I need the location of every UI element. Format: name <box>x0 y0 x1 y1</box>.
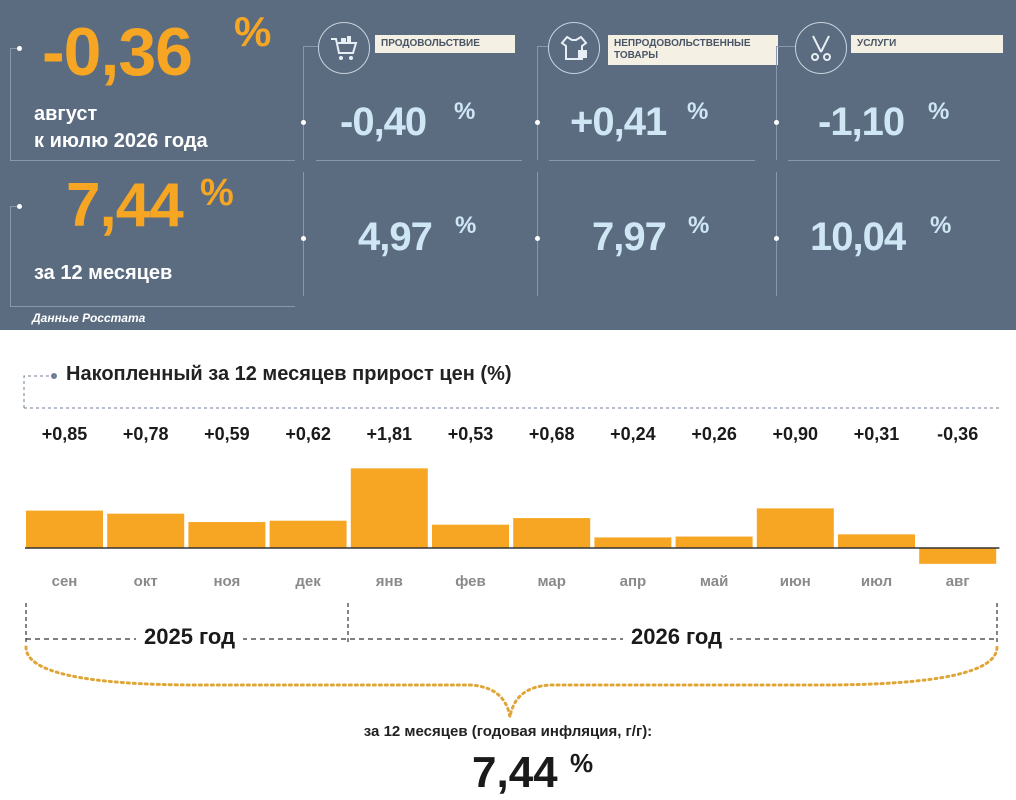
frame-line <box>10 48 11 160</box>
tick-label-дек: дек <box>295 573 321 590</box>
data-label-июн: +0,90 <box>773 424 819 444</box>
frame-line <box>316 160 522 161</box>
annual-inflation-value: 7,44 <box>472 748 558 797</box>
nonfood-annual-value: 7,97 <box>592 215 667 259</box>
services-monthly-value: -1,10 <box>818 100 905 144</box>
frame-line <box>10 206 20 207</box>
services-annual-value: 10,04 <box>810 215 906 259</box>
clothing-icon <box>548 22 600 74</box>
food-annual-unit: % <box>455 212 477 239</box>
category-label-nonfood: НЕПРОДОВОЛЬСТВЕННЫЕ ТОВАРЫ <box>608 35 778 65</box>
bar-июл <box>838 534 915 548</box>
tick-label-май: май <box>700 573 728 590</box>
tick-label-авг: авг <box>946 573 970 590</box>
bar-дек <box>269 520 347 548</box>
category-label-food: ПРОДОВОЛЬСТВИЕ <box>375 35 515 53</box>
frame-line <box>10 160 295 161</box>
bullet-dot <box>17 204 22 209</box>
bullet-dot <box>535 120 540 125</box>
scissors-tools-icon <box>795 22 847 74</box>
bullet-dot <box>774 236 779 241</box>
bar-апр <box>594 537 672 548</box>
monthly-change-unit: % <box>234 8 272 55</box>
frame-line <box>303 172 304 296</box>
bullet-dot <box>17 46 22 51</box>
title-connector <box>23 373 1000 409</box>
year-label-2026: 2026 год <box>623 624 731 650</box>
food-monthly-value: -0,40 <box>340 100 427 144</box>
bar-окт <box>107 513 185 548</box>
monthly-period-label: август <box>34 103 98 125</box>
frame-line <box>303 46 318 47</box>
data-label-дек: +0,62 <box>285 424 331 444</box>
data-label-май: +0,26 <box>691 424 737 444</box>
data-source: Данные Росстата <box>32 311 146 325</box>
bullet-dot <box>774 120 779 125</box>
category-label-services: УСЛУГИ <box>851 35 1003 53</box>
tick-label-фев: фев <box>455 573 486 590</box>
data-label-авг: -0,36 <box>937 424 978 444</box>
frame-line <box>549 160 755 161</box>
year-bracket <box>24 603 999 718</box>
bullet-dot <box>301 120 306 125</box>
nonfood-monthly-unit: % <box>687 98 709 125</box>
tick-label-июл: июл <box>861 573 892 590</box>
frame-line <box>537 172 538 296</box>
bar-ноя <box>188 522 266 548</box>
tick-label-июн: июн <box>780 573 811 590</box>
bar-chart: +0,85 сен +0,78 окт +0,59 ноя +0,62 дек +1,81 янв… <box>25 424 1000 590</box>
tick-label-янв: янв <box>376 573 403 590</box>
frame-line <box>10 306 295 307</box>
summary-panel: -0,36 % август к июлю 2026 года 7,44 % з… <box>0 0 1016 330</box>
monthly-change-value: -0,36 <box>42 14 193 90</box>
chart-title: Накопленный за 12 месяцев прирост цен (%… <box>66 363 512 385</box>
nonfood-monthly-value: +0,41 <box>570 100 667 144</box>
food-monthly-unit: % <box>454 98 476 125</box>
data-label-сен: +0,85 <box>42 424 88 444</box>
nonfood-annual-unit: % <box>688 212 710 239</box>
bar-фев <box>432 524 509 548</box>
tick-label-апр: апр <box>620 573 647 590</box>
data-label-окт: +0,78 <box>123 424 169 444</box>
annual-inflation-label: за 12 месяцев (годовая инфляция, г/г): <box>363 723 653 740</box>
annual-change-unit: % <box>200 172 234 214</box>
frame-line <box>776 46 777 160</box>
data-label-июл: +0,31 <box>854 424 900 444</box>
bar-сен <box>26 510 103 548</box>
tick-label-ноя: ноя <box>214 573 241 590</box>
monthly-period-label-2: к июлю 2026 года <box>34 130 208 152</box>
frame-line <box>776 46 795 47</box>
annual-change-value: 7,44 <box>66 171 184 240</box>
frame-line <box>10 206 11 306</box>
bar-июн <box>756 508 834 548</box>
data-label-янв: +1,81 <box>367 424 413 444</box>
bar-авг <box>919 548 997 564</box>
food-annual-value: 4,97 <box>358 215 433 259</box>
frame-line <box>10 48 20 49</box>
frame-line <box>788 160 1000 161</box>
year-label-2025: 2025 год <box>136 624 244 650</box>
frame-line <box>537 46 538 160</box>
bullet-dot <box>535 236 540 241</box>
tick-label-мар: мар <box>537 573 565 590</box>
bullet-dot <box>301 236 306 241</box>
data-label-ноя: +0,59 <box>204 424 250 444</box>
bar-май <box>675 536 753 548</box>
shopping-cart-icon <box>318 22 370 74</box>
data-label-фев: +0,53 <box>448 424 494 444</box>
frame-line <box>303 46 304 160</box>
services-annual-unit: % <box>930 212 952 239</box>
services-monthly-unit: % <box>928 98 950 125</box>
bar-мар <box>513 518 591 548</box>
data-label-мар: +0,68 <box>529 424 575 444</box>
annual-period-label: за 12 месяцев <box>34 262 173 284</box>
annual-inflation-unit: % <box>570 748 594 778</box>
frame-line <box>537 46 548 47</box>
tick-label-сен: сен <box>52 573 78 590</box>
bar-янв <box>350 468 428 548</box>
data-label-апр: +0,24 <box>610 424 656 444</box>
frame-line <box>776 172 777 296</box>
tick-label-окт: окт <box>134 573 158 590</box>
